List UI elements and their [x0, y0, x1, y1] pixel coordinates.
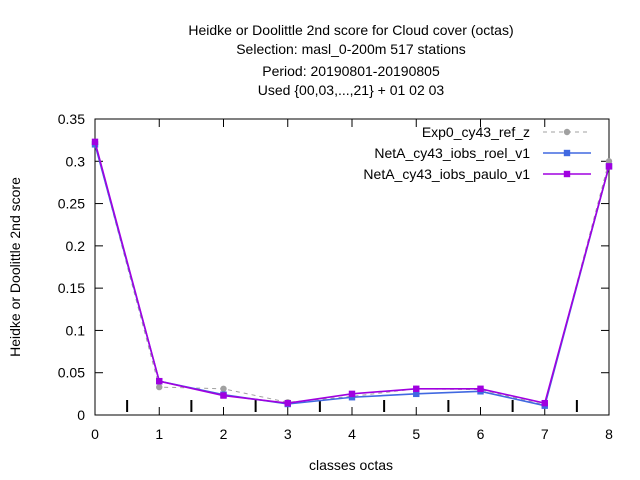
- y-tick-label: 0.05: [58, 365, 85, 381]
- x-tick-label: 1: [155, 426, 163, 442]
- y-tick-label: 0.15: [58, 280, 85, 296]
- x-tick-label: 0: [91, 426, 99, 442]
- y-tick-label: 0.35: [58, 111, 85, 127]
- x-tick-label: 6: [477, 426, 485, 442]
- title-line-2: Selection: masl_0-200m 517 stations: [236, 41, 466, 57]
- series-line: [94, 144, 610, 407]
- series-point: [156, 377, 163, 385]
- y-axis-ticks: 0 0.05 0.1 0.15 0.2 0.25 0.3 0.35: [58, 111, 609, 423]
- y-tick-label: 0: [77, 407, 85, 423]
- series-layer: [91, 138, 613, 409]
- series-point: [348, 394, 356, 401]
- chart-title: Heidke or Doolittle 2nd score for Cloud …: [188, 22, 513, 98]
- series-point: [284, 399, 291, 407]
- plot-frame: [94, 118, 610, 416]
- y-tick-label: 0.1: [66, 322, 86, 338]
- legend-label: NetA_cy43_iobs_roel_v1: [374, 145, 530, 161]
- minor-bars: [126, 400, 578, 412]
- series-point: [156, 383, 163, 391]
- x-axis-label: classes octas: [309, 457, 393, 473]
- series-point: [220, 392, 227, 399]
- y-axis-label: Heidke or Doolittle 2nd score: [7, 177, 23, 357]
- series-point: [605, 158, 613, 165]
- series-point: [91, 138, 99, 146]
- series-line: [94, 141, 610, 405]
- legend-marker: [563, 149, 571, 157]
- x-axis-ticks: 0 1 2 3 4 5 6 7 8: [91, 119, 613, 442]
- x-tick-label: 5: [412, 426, 420, 442]
- series-line: [94, 144, 610, 406]
- series-1: [91, 141, 613, 409]
- legend-label: Exp0_cy43_ref_z: [422, 124, 530, 140]
- series-point: [541, 399, 548, 407]
- series-point: [413, 390, 420, 398]
- x-tick-label: 8: [605, 426, 613, 442]
- series-point: [413, 385, 420, 392]
- y-tick-label: 0.25: [58, 196, 85, 212]
- title-line-1: Heidke or Doolittle 2nd score for Cloud …: [188, 22, 513, 38]
- series-2: [91, 138, 613, 407]
- x-tick-label: 2: [220, 426, 228, 442]
- series-point: [605, 163, 613, 170]
- x-tick-label: 4: [348, 426, 356, 442]
- series-point: [220, 385, 227, 392]
- legend-marker: [563, 128, 571, 136]
- title-line-3: Period: 20190801-20190805: [262, 63, 440, 79]
- legend-marker: [563, 170, 571, 178]
- series-point: [477, 385, 484, 392]
- x-tick-label: 3: [284, 426, 292, 442]
- series-0: [91, 141, 613, 409]
- legend-label: NetA_cy43_iobs_paulo_v1: [363, 166, 530, 182]
- title-line-4: Used {00,03,...,21} + 01 02 03: [258, 82, 445, 98]
- y-tick-label: 0.2: [66, 238, 86, 254]
- y-tick-label: 0.3: [66, 153, 86, 169]
- x-tick-label: 7: [541, 426, 549, 442]
- series-point: [348, 390, 356, 398]
- legend: Exp0_cy43_ref_z NetA_cy43_iobs_roel_v1 Net…: [363, 124, 591, 182]
